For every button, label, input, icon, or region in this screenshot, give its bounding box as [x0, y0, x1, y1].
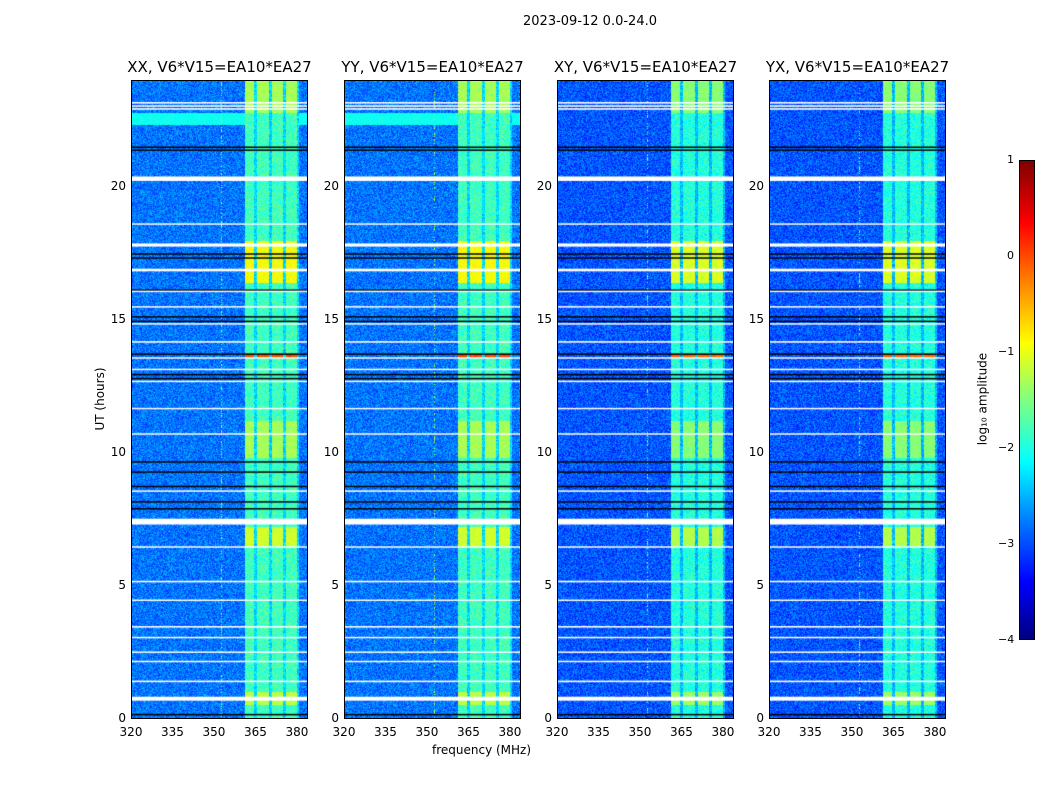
y-tick-label: 5 — [544, 577, 552, 592]
colorbar-tick-label: 0 — [1007, 249, 1014, 262]
waterfall-panel — [344, 80, 521, 719]
x-tick-label: 335 — [374, 725, 397, 739]
heatmap-canvas — [345, 81, 520, 718]
x-tick-label: 320 — [332, 725, 356, 739]
x-tick-label: 380 — [923, 725, 947, 739]
y-axis-label: UT (hours) — [93, 367, 107, 431]
x-tick-label: 335 — [161, 725, 184, 739]
heatmap-canvas — [770, 81, 945, 718]
x-tick-label: 380 — [711, 725, 735, 739]
y-tick-label: 5 — [331, 577, 339, 592]
x-tick-label: 365 — [244, 725, 267, 739]
colorbar-tick-label: −4 — [998, 633, 1015, 646]
y-tick-label: 10 — [110, 444, 126, 459]
panel-title: XY, V6*V15=EA10*EA27 — [553, 58, 738, 76]
y-tick-label: 5 — [118, 577, 126, 592]
y-tick-label: 20 — [536, 178, 552, 193]
x-tick-label: 365 — [457, 725, 480, 739]
y-tick-label: 15 — [748, 311, 764, 326]
panel-title: YY, V6*V15=EA10*EA27 — [341, 58, 524, 76]
y-tick-label: 0 — [331, 711, 339, 725]
figure-title: 2023-09-12 0.0-24.0 — [523, 14, 657, 29]
waterfall-panel — [131, 80, 308, 719]
x-axis-label: frequency (MHz) — [432, 743, 532, 757]
colorbar-tick-label: 1 — [1007, 153, 1014, 166]
x-tick-label: 350 — [628, 725, 652, 739]
colorbar-tick-label: −3 — [998, 537, 1015, 550]
colorbar-label: log₁₀ amplitude — [975, 352, 990, 446]
y-tick-label: 10 — [536, 444, 552, 459]
x-tick-label: 320 — [119, 725, 143, 739]
y-tick-label: 0 — [118, 711, 126, 725]
panel-title: YX, V6*V15=EA10*EA27 — [765, 58, 950, 76]
x-tick-label: 380 — [498, 725, 522, 739]
x-tick-label: 320 — [757, 725, 781, 739]
colorbar-tick-label: −2 — [998, 441, 1015, 454]
x-tick-label: 335 — [587, 725, 610, 739]
heatmap-canvas — [132, 81, 307, 718]
panel-title: XX, V6*V15=EA10*EA27 — [127, 58, 312, 76]
y-tick-label: 20 — [323, 178, 339, 193]
y-tick-label: 15 — [536, 311, 552, 326]
x-tick-label: 335 — [799, 725, 822, 739]
x-tick-label: 365 — [882, 725, 905, 739]
x-tick-label: 350 — [415, 725, 439, 739]
waterfall-panel — [769, 80, 946, 719]
x-tick-label: 380 — [285, 725, 309, 739]
y-tick-label: 0 — [756, 711, 764, 725]
colorbar-tick-label: −1 — [998, 345, 1015, 358]
colorbar — [1019, 160, 1035, 640]
x-tick-label: 350 — [840, 725, 864, 739]
waterfall-panel — [557, 80, 734, 719]
x-tick-label: 350 — [202, 725, 226, 739]
x-tick-label: 365 — [670, 725, 693, 739]
y-tick-label: 20 — [748, 178, 764, 193]
y-tick-label: 5 — [756, 577, 764, 592]
y-tick-label: 20 — [110, 178, 126, 193]
x-tick-label: 320 — [545, 725, 569, 739]
y-tick-label: 0 — [544, 711, 552, 725]
y-tick-label: 10 — [748, 444, 764, 459]
y-tick-label: 10 — [323, 444, 339, 459]
heatmap-canvas — [558, 81, 733, 718]
y-tick-label: 15 — [323, 311, 339, 326]
y-tick-label: 15 — [110, 311, 126, 326]
